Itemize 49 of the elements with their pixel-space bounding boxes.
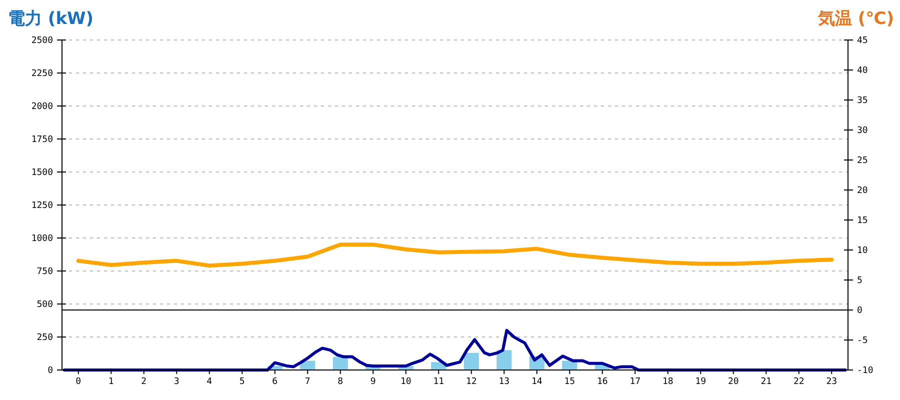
- y-tick-label: 2500: [31, 36, 53, 46]
- y2-tick-label: -5: [857, 336, 868, 346]
- y-tick-label: 1750: [31, 135, 53, 146]
- y2-tick-label: 40: [857, 66, 868, 76]
- x-tick-label: 10: [400, 377, 412, 387]
- x-tick-label: 19: [695, 377, 706, 387]
- y2-tick-label: 5: [857, 276, 862, 286]
- x-tick-label: 7: [304, 377, 310, 387]
- x-tick-label: 20: [728, 377, 739, 387]
- y-tick-label: 1000: [31, 234, 53, 244]
- y-tick-label: 250: [36, 333, 53, 344]
- y-tick-label: 750: [36, 267, 53, 278]
- x-tick-label: 4: [206, 377, 212, 387]
- x-tick-label: 17: [630, 377, 641, 387]
- x-tick-label: 23: [826, 377, 838, 387]
- x-tick-label: 9: [370, 377, 376, 387]
- x-tick-label: 0: [76, 377, 82, 387]
- x-tick-label: 6: [272, 377, 278, 387]
- x-tick-label: 22: [793, 377, 804, 387]
- x-tick-label: 12: [466, 377, 477, 387]
- y-tick-label: 2250: [31, 69, 53, 80]
- x-tick-label: 14: [531, 377, 542, 387]
- y2-tick-label: 15: [857, 216, 868, 226]
- x-tick-label: 11: [433, 377, 444, 387]
- y-axis-title: 電力 (kW): [8, 9, 94, 29]
- x-tick-label: 8: [338, 377, 344, 387]
- y2-tick-label: 10: [857, 246, 868, 256]
- x-tick-label: 5: [239, 377, 245, 387]
- x-tick-label: 13: [498, 377, 510, 387]
- x-tick-label: 2: [141, 377, 147, 387]
- y-tick-label: 2000: [31, 102, 53, 112]
- y-tick-label: 1500: [31, 168, 53, 178]
- y-tick-label: 1250: [31, 201, 53, 212]
- y-tick-label: 500: [36, 300, 53, 310]
- y2-tick-label: 30: [857, 126, 868, 136]
- y2-tick-label: 45: [857, 36, 868, 46]
- x-tick-label: 16: [596, 377, 608, 387]
- x-tick-label: 3: [174, 377, 180, 387]
- y2-tick-label: 20: [857, 186, 868, 196]
- y2-tick-label: 35: [857, 96, 868, 106]
- y-tick-label: 0: [48, 366, 53, 376]
- x-tick-label: 15: [564, 377, 576, 387]
- x-tick-label: 18: [662, 377, 674, 387]
- y2-axis-title: 気温 (℃): [816, 9, 894, 29]
- y2-tick-label: 0: [857, 306, 862, 316]
- x-tick-label: 21: [760, 377, 772, 387]
- y2-tick-label: 25: [857, 156, 868, 166]
- y2-tick-label: -10: [857, 366, 874, 376]
- x-tick-label: 1: [108, 377, 114, 387]
